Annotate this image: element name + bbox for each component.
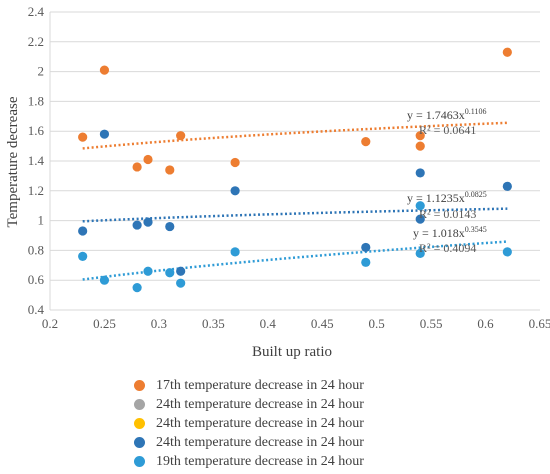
x-tick-label: 0.5 — [369, 316, 385, 331]
legend-marker — [134, 399, 145, 410]
data-point — [143, 154, 153, 165]
data-point — [415, 214, 425, 224]
legend-item: 17th temperature decrease in 24 hour — [134, 376, 364, 395]
data-point — [415, 168, 425, 178]
axes: 0.4 0.6 0.8 1 1.2 1.4 1.6 1.8 2 2.2 2.4 0.2 0.25 0.3 0… — [28, 4, 550, 331]
data-point — [415, 248, 425, 258]
x-tick-label: 0.35 — [202, 316, 225, 331]
y-tick-label: 2.2 — [28, 34, 44, 49]
legend-item: 24th temperature decrease in 24 hour — [134, 395, 364, 414]
x-tick-label: 0.45 — [311, 316, 334, 331]
legend-label: 24th temperature decrease in 24 hour — [156, 396, 364, 412]
trendline-exponent: 0.1106 — [465, 107, 487, 116]
data-point — [99, 275, 110, 285]
legend-label: 24th temperature decrease in 24 hour — [156, 415, 364, 431]
y-tick-label: 1.2 — [28, 183, 44, 198]
legend-item: 19th temperature decrease in 24 hour — [134, 452, 364, 471]
data-points — [78, 47, 512, 293]
data-point — [230, 186, 240, 196]
x-tick-label: 0.25 — [93, 316, 116, 331]
trendline-equation: y = 1.7463x0.1106 — [407, 107, 486, 122]
trendline-exponent: 0.0825 — [465, 190, 487, 199]
data-point — [165, 268, 175, 278]
trendlines — [82, 121, 508, 281]
data-point — [230, 157, 240, 168]
data-point — [176, 266, 186, 276]
x-tick-label: 0.2 — [42, 316, 58, 331]
y-tick-label: 1.4 — [28, 153, 45, 168]
data-point — [502, 247, 512, 257]
data-point — [132, 283, 142, 293]
x-axis-title: Built up ratio — [252, 344, 332, 360]
data-point — [415, 201, 425, 211]
legend-item: 24th temperature decrease in 24 hour — [134, 414, 364, 433]
y-tick-label: 0.8 — [28, 242, 44, 257]
x-tick-label: 0.4 — [260, 316, 277, 331]
x-tick-label: 0.3 — [151, 316, 167, 331]
legend-marker — [134, 437, 145, 448]
data-point — [143, 217, 153, 227]
trendline-equation: y = 1.018x0.3545 — [413, 225, 487, 240]
y-tick-label: 0.6 — [28, 272, 45, 287]
data-point — [143, 266, 153, 276]
data-point — [415, 141, 425, 151]
data-point — [165, 221, 175, 232]
trendline — [82, 240, 508, 281]
y-axis-title: Temperature decrease — [5, 96, 21, 227]
y-tick-label: 0.4 — [28, 302, 45, 317]
legend-label: 24th temperature decrease in 24 hour — [156, 434, 364, 450]
data-point — [78, 132, 88, 142]
x-tick-label: 0.55 — [420, 316, 443, 331]
data-point — [78, 226, 88, 236]
trendline-r-squared: R² = 0.4094 — [419, 241, 476, 255]
trendline-equation: y = 1.1235x0.0825 — [407, 190, 487, 205]
legend-label: 17th temperature decrease in 24 hour — [156, 377, 364, 393]
data-point — [132, 162, 142, 172]
data-point — [415, 131, 425, 141]
legend-marker — [134, 380, 145, 391]
data-point — [132, 220, 142, 230]
y-tick-label: 1.6 — [28, 123, 45, 138]
data-point — [361, 137, 371, 147]
data-point — [230, 247, 240, 257]
data-point — [361, 242, 371, 253]
data-point — [165, 165, 175, 175]
data-point — [502, 47, 512, 57]
legend: 17th temperature decrease in 24 hour 24th… — [134, 376, 364, 471]
data-point — [502, 181, 512, 191]
y-tick-label: 2.4 — [28, 4, 45, 19]
data-point — [99, 65, 110, 75]
trendline-exponent: 0.3545 — [465, 225, 487, 234]
data-point — [176, 278, 186, 288]
trendline — [82, 121, 508, 150]
legend-item: 24th temperature decrease in 24 hour — [134, 433, 364, 452]
x-tick-label: 0.6 — [477, 316, 494, 331]
data-point — [99, 129, 110, 139]
data-point — [361, 257, 371, 267]
y-tick-label: 1.8 — [28, 93, 44, 108]
x-tick-label: 0.65 — [529, 316, 550, 331]
y-tick-label: 2 — [38, 64, 45, 79]
trendline-r-squared: R² = 0.0641 — [419, 123, 476, 137]
trendline-r-squared: R² = 0.0143 — [419, 207, 476, 221]
legend-marker — [134, 418, 145, 429]
legend-label: 19th temperature decrease in 24 hour — [156, 453, 364, 469]
grid-lines — [50, 11, 540, 311]
data-point — [78, 251, 88, 261]
data-point — [176, 131, 186, 141]
legend-marker — [134, 456, 145, 467]
y-tick-label: 1 — [38, 213, 45, 228]
trendline — [82, 207, 508, 223]
